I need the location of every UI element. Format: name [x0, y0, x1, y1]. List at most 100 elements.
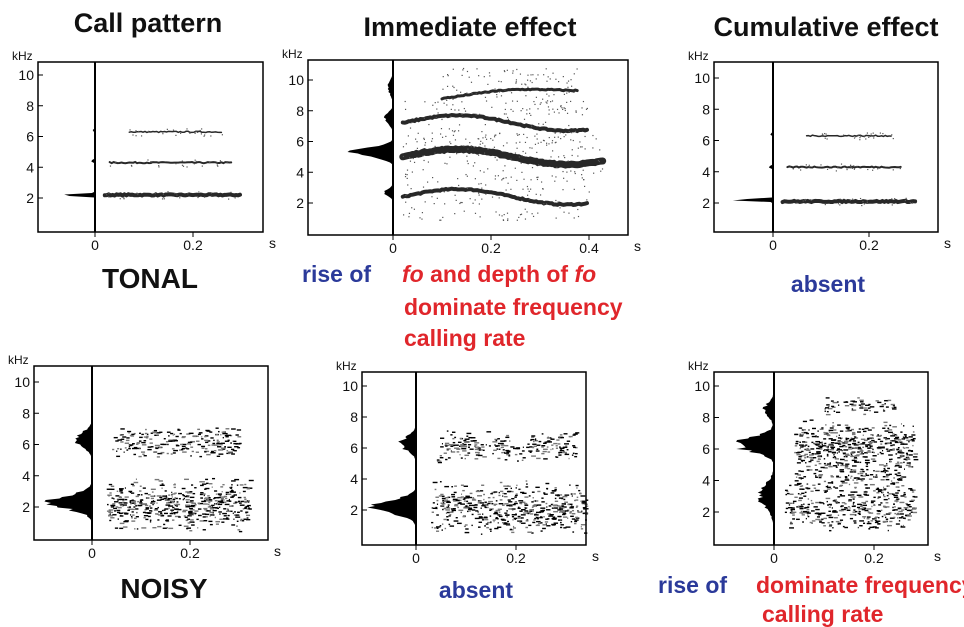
noise-dot — [804, 445, 805, 446]
noise-dot — [227, 447, 231, 448]
noise-dot — [851, 437, 853, 438]
noise-dot — [502, 495, 503, 496]
noise-dot — [464, 526, 466, 527]
noise-dot — [112, 449, 114, 450]
noise-dot — [218, 449, 221, 450]
noise-dot — [215, 517, 216, 518]
noise-dot — [892, 448, 895, 449]
noise-dot — [120, 499, 124, 500]
noise-dot — [908, 488, 912, 489]
noise-dot — [556, 218, 557, 219]
noise-dot — [889, 521, 892, 522]
noise-dot — [481, 444, 484, 445]
noise-dot — [182, 161, 183, 162]
noise-dot — [480, 216, 481, 217]
noise-dot — [118, 518, 119, 519]
noise-dot — [861, 449, 863, 450]
noise-dot — [799, 442, 801, 443]
noise-dot — [462, 75, 463, 76]
noise-dot — [887, 495, 889, 496]
noise-dot — [454, 505, 458, 506]
y-tick-label: 4 — [702, 473, 710, 489]
noise-dot — [567, 518, 568, 519]
noise-dot — [531, 126, 532, 127]
noise-dot — [859, 462, 861, 463]
noise-dot — [142, 454, 144, 455]
noise-dot — [827, 435, 830, 436]
noise-dot — [575, 432, 579, 433]
x-unit: s — [634, 238, 641, 254]
noise-dot — [515, 454, 517, 455]
noise-dot — [116, 451, 117, 452]
noise-dot — [235, 197, 236, 198]
noise-dot — [493, 513, 498, 514]
noise-dot — [883, 496, 885, 497]
noise-dot — [451, 109, 452, 110]
noise-dot — [541, 530, 543, 531]
noise-dot — [874, 412, 878, 413]
annotation-line: calling rate — [762, 601, 883, 627]
noise-dot — [562, 511, 565, 512]
noise-dot — [805, 462, 806, 463]
noise-dot — [484, 517, 488, 518]
noise-dot — [903, 525, 904, 526]
noise-dot — [864, 491, 868, 492]
noise-dot — [223, 518, 227, 519]
noise-dot — [437, 461, 441, 462]
noise-dot — [862, 447, 864, 448]
noise-dot — [831, 442, 834, 443]
noise-dot — [834, 432, 838, 433]
noise-dot — [887, 428, 889, 429]
noise-dot — [493, 519, 496, 520]
noise-dot — [454, 109, 455, 110]
noise-dot — [507, 213, 508, 214]
noise-dot — [424, 118, 425, 119]
noise-dot — [525, 142, 526, 143]
noise-dot — [796, 202, 797, 203]
noise-dot — [559, 207, 560, 208]
noise-dot — [857, 507, 860, 508]
noise-dot — [886, 463, 887, 464]
noise-dot — [529, 509, 533, 510]
noise-dot — [893, 517, 895, 518]
noise-dot — [436, 117, 437, 118]
noise-dot — [824, 463, 826, 464]
noise-dot — [474, 444, 477, 445]
noise-dot — [868, 407, 871, 408]
noise-dot — [873, 470, 875, 471]
noise-dot — [182, 511, 186, 512]
noise-dot — [809, 165, 810, 166]
noise-dot — [211, 196, 212, 197]
noise-dot — [204, 440, 208, 441]
noise-dot — [843, 135, 844, 136]
noise-dot — [814, 488, 816, 489]
noise-dot — [234, 494, 237, 495]
noise-dot — [461, 457, 463, 458]
noise-dot — [798, 456, 801, 457]
noise-dot — [131, 434, 134, 435]
noise-dot — [883, 494, 884, 495]
noise-dot — [543, 203, 544, 204]
noise-dot — [540, 507, 545, 508]
noise-dot — [442, 117, 443, 118]
noise-dot — [152, 491, 154, 492]
noise-dot — [851, 405, 856, 406]
noise-dot — [554, 181, 555, 182]
noise-dot — [220, 495, 221, 496]
y-tick-label: 4 — [702, 164, 710, 180]
noise-dot — [792, 514, 795, 515]
noise-dot — [897, 513, 898, 514]
noise-dot — [869, 443, 872, 444]
noise-dot — [551, 444, 553, 445]
noise-dot — [880, 441, 883, 442]
noise-dot — [126, 437, 129, 438]
noise-dot — [529, 113, 530, 114]
noise-dot — [895, 463, 899, 464]
noise-dot — [530, 513, 533, 514]
noise-dot — [581, 528, 583, 529]
noise-dot — [858, 473, 860, 474]
noise-dot — [464, 108, 465, 109]
noise-dot — [481, 446, 484, 447]
noise-dot — [198, 444, 201, 445]
noise-dot — [546, 102, 547, 103]
